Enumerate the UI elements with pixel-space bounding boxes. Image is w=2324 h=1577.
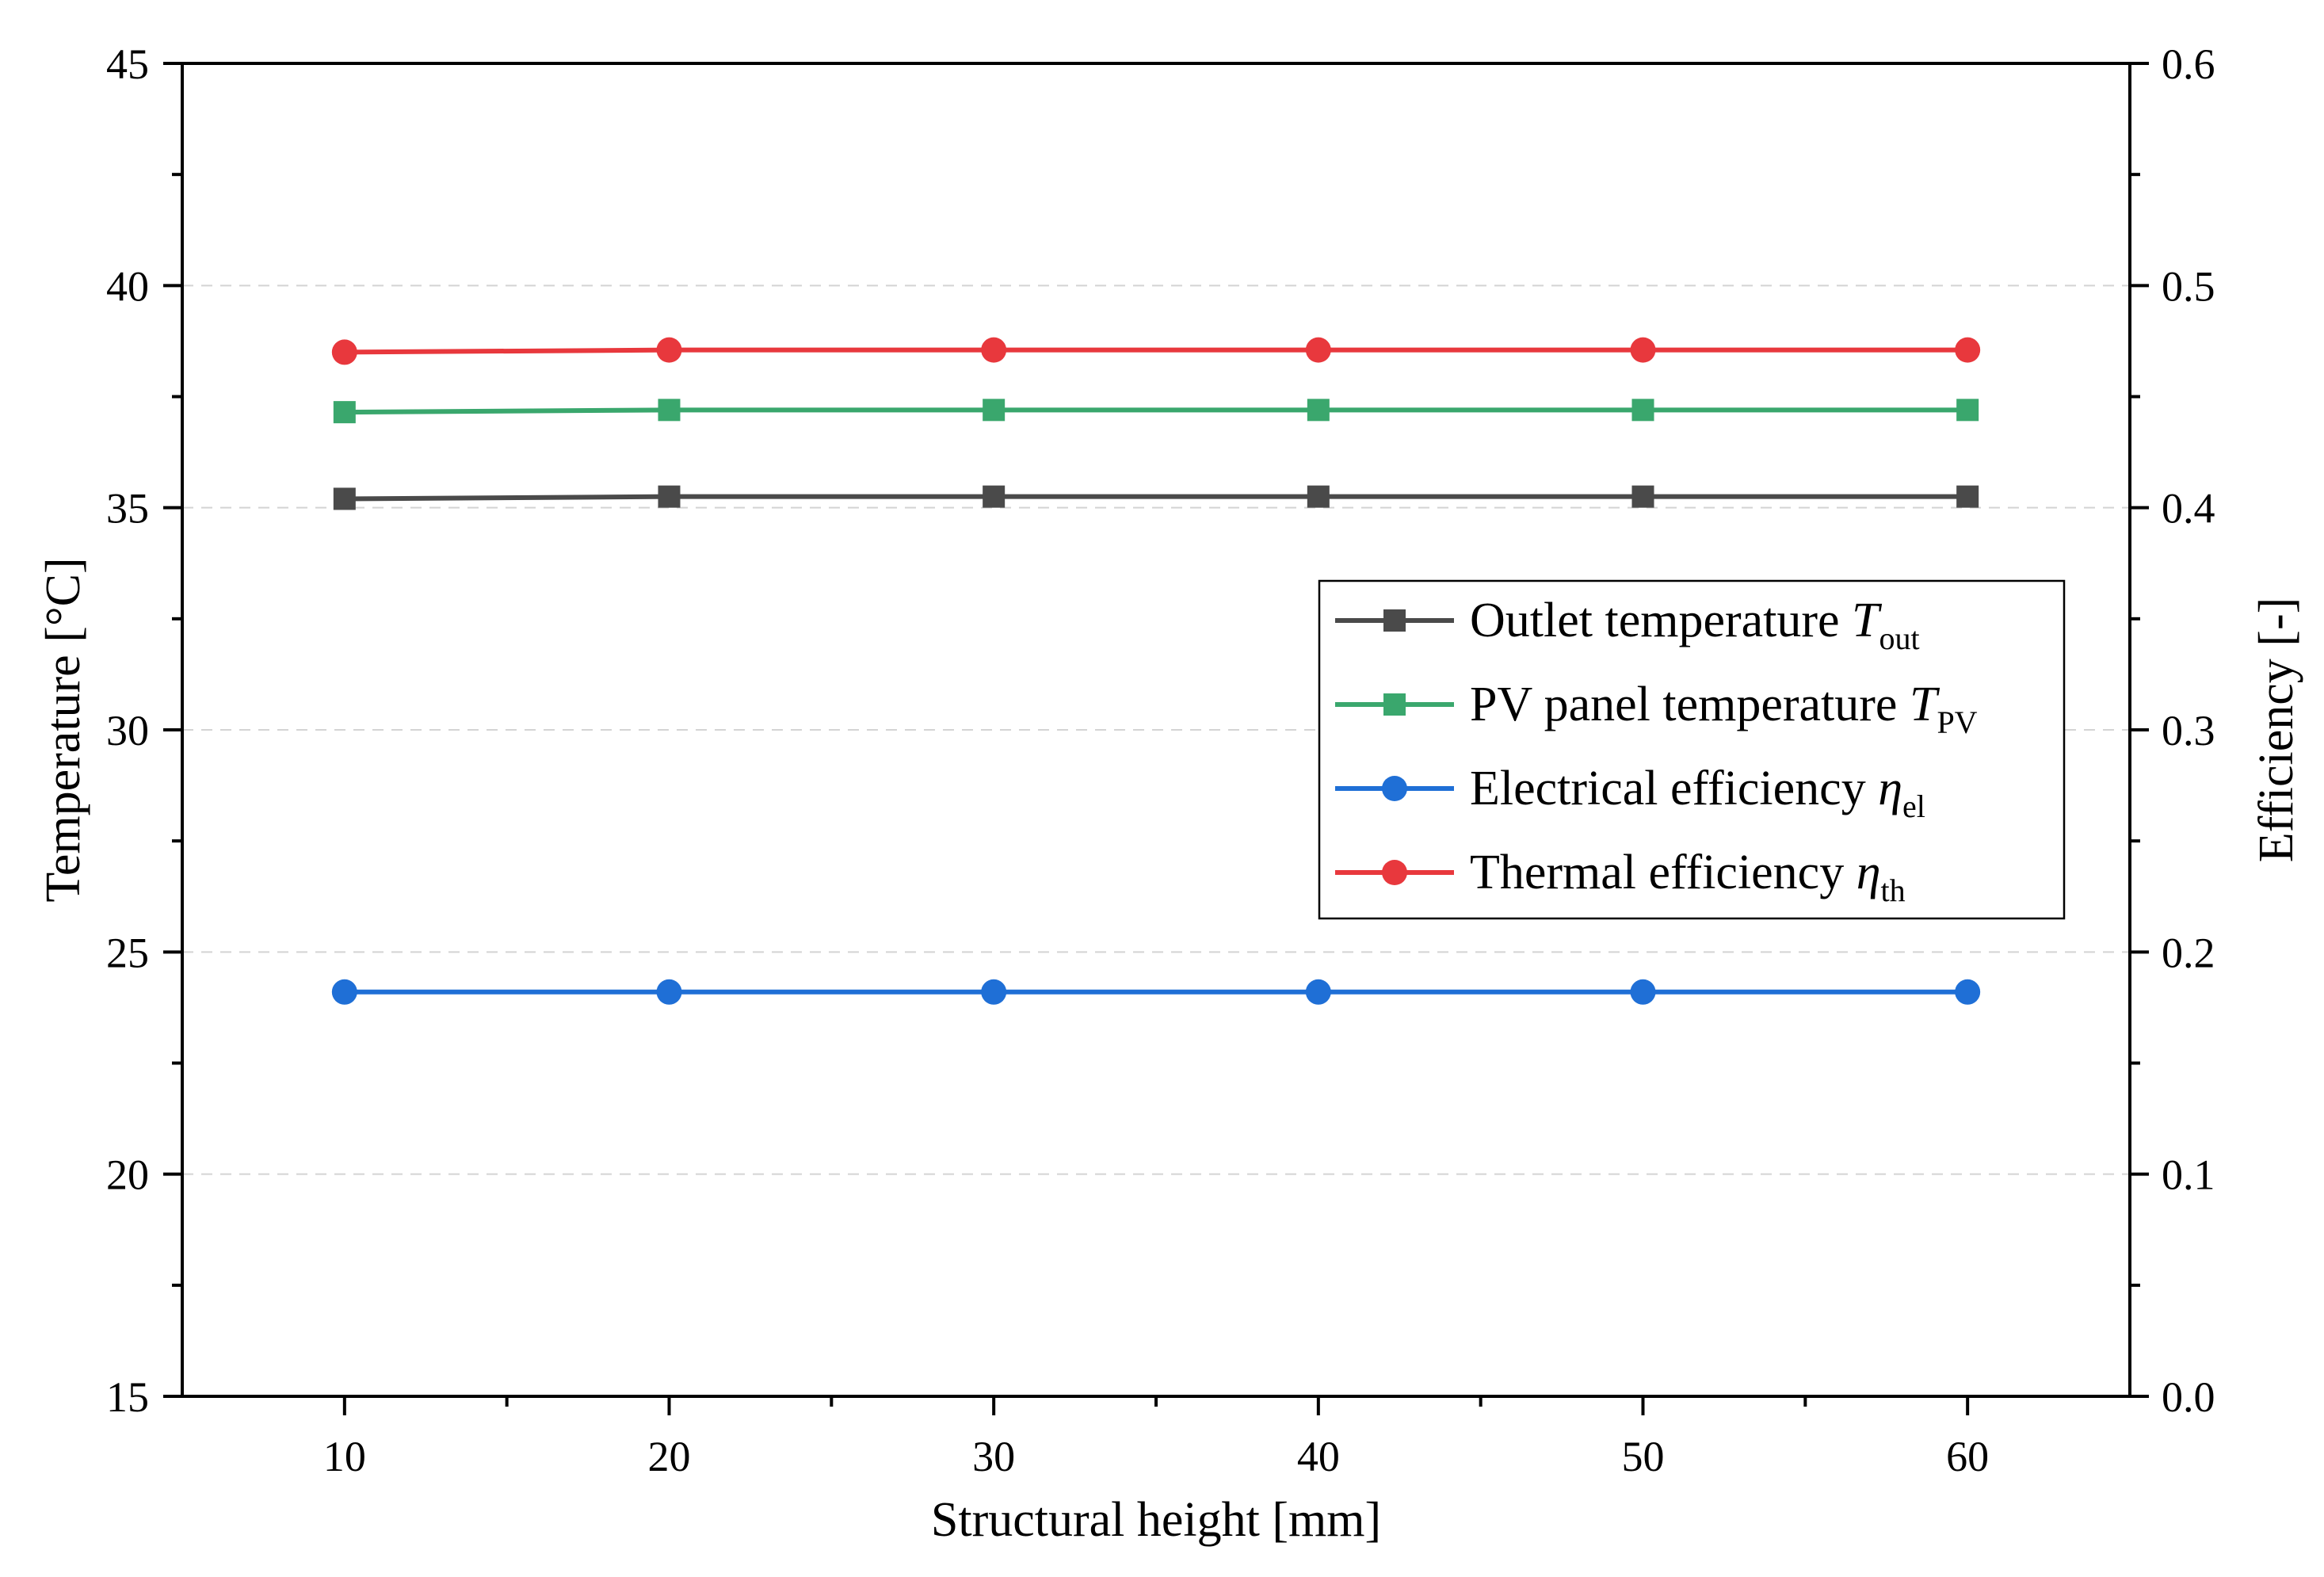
y-left-tick-label: 35 — [106, 485, 149, 533]
y-right-tick-label: 0.6 — [2162, 40, 2215, 88]
series-line — [344, 347, 1968, 355]
legend-marker — [1383, 693, 1406, 716]
data-point — [1307, 399, 1330, 422]
data-point — [331, 979, 357, 1005]
y-right-tick-label: 0.1 — [2162, 1151, 2215, 1199]
series-out — [333, 485, 1979, 510]
data-point — [1631, 485, 1654, 508]
data-point — [1955, 337, 1981, 363]
legend-item: Thermal efficiency ηth — [1335, 846, 1906, 908]
data-point — [331, 339, 357, 365]
series-layer — [331, 337, 1981, 1005]
y-right-tick-label: 0.4 — [2162, 485, 2215, 533]
data-point — [983, 485, 1006, 508]
data-point — [1630, 337, 1656, 363]
data-point — [656, 337, 682, 363]
y-left-tick-label: 15 — [106, 1373, 149, 1421]
x-tick-label: 60 — [1946, 1433, 1989, 1480]
data-point — [658, 485, 681, 508]
x-tick-label: 10 — [323, 1433, 366, 1480]
data-point — [1956, 485, 1979, 508]
y-right-tick-label: 0.5 — [2162, 262, 2215, 310]
series-line — [344, 494, 1968, 502]
data-point — [1305, 979, 1331, 1005]
data-point — [1956, 399, 1979, 422]
x-axis-title: Structural height [mm] — [931, 1493, 1381, 1547]
legend-box — [1318, 579, 2066, 920]
legend-label: Electrical efficiency ηel — [1470, 762, 1925, 824]
y-left-tick-label: 30 — [106, 707, 149, 754]
legend: Outlet temperature Tout PV panel temperat… — [1318, 579, 2066, 920]
data-point — [983, 399, 1006, 422]
legend-marker — [1382, 860, 1407, 885]
legend-marker — [1383, 609, 1406, 632]
data-point — [1630, 979, 1656, 1005]
y-left-tick-label: 45 — [106, 40, 149, 88]
legend-item: PV panel temperature TPV — [1335, 678, 1978, 740]
x-tick-label: 40 — [1297, 1433, 1340, 1480]
x-tick-label: 30 — [972, 1433, 1015, 1480]
series-line — [344, 407, 1968, 415]
legend-item: Outlet temperature Tout — [1335, 594, 1920, 656]
x-tick-label: 20 — [648, 1433, 691, 1480]
y-right-tick-label: 0.0 — [2162, 1373, 2215, 1421]
y-right-tick-label: 0.2 — [2162, 929, 2215, 976]
legend-label: PV panel temperature TPV — [1470, 678, 1978, 740]
axis-ticks: 10 20 30 40 50 60 15 20 25 30 35 40 45 0.0 0.1 0.2 0.3 0.… — [106, 40, 2215, 1480]
legend-item: Electrical efficiency ηel — [1335, 762, 1925, 824]
data-point — [1305, 337, 1331, 363]
y-left-tick-label: 25 — [106, 929, 149, 976]
y-left-tick-label: 40 — [106, 262, 149, 310]
series-PV — [333, 399, 1979, 424]
data-point — [333, 487, 356, 510]
data-point — [1631, 399, 1654, 422]
legend-marker — [1382, 776, 1407, 801]
data-point — [1955, 979, 1981, 1005]
y-axis-right-title: Efficiency [-] — [2250, 598, 2303, 863]
data-point — [658, 399, 681, 422]
y-left-tick-label: 20 — [106, 1151, 149, 1199]
legend-label: Outlet temperature Tout — [1470, 594, 1920, 656]
data-point — [981, 337, 1007, 363]
series-th — [331, 337, 1981, 365]
data-point — [981, 979, 1007, 1005]
data-point — [1307, 485, 1330, 508]
data-point — [656, 979, 682, 1005]
x-tick-label: 50 — [1622, 1433, 1665, 1480]
data-point — [333, 401, 356, 424]
grid-lines — [182, 284, 2130, 1175]
legend-label: Thermal efficiency ηth — [1470, 846, 1906, 908]
series-el — [331, 979, 1981, 1005]
y-right-tick-label: 0.3 — [2162, 707, 2215, 754]
y-axis-left-title: Temperature [°C] — [36, 557, 90, 902]
